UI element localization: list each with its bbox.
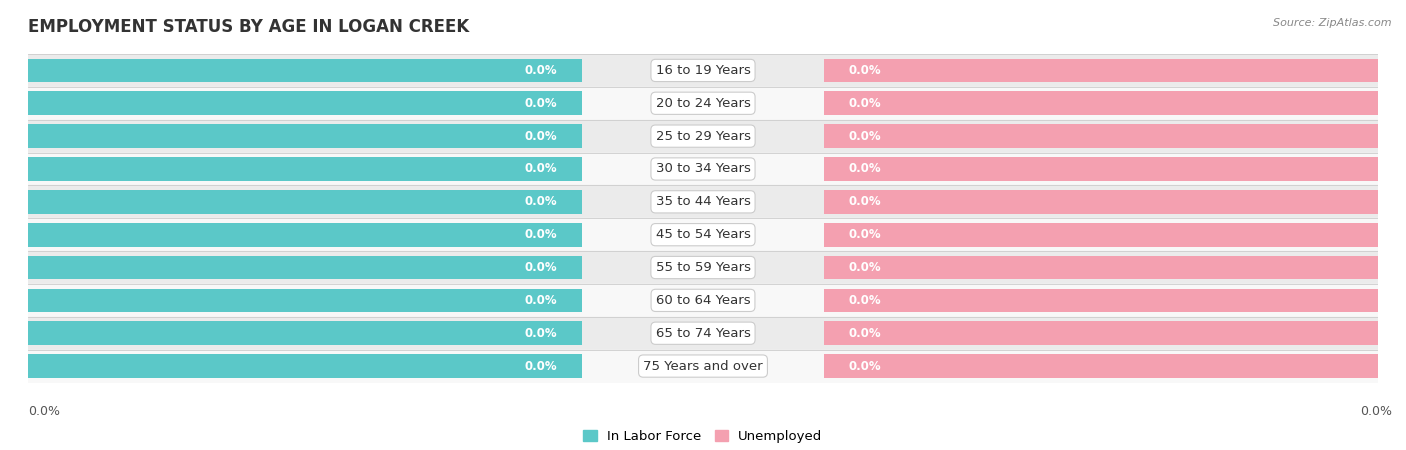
Text: 0.0%: 0.0%: [524, 162, 557, 176]
Bar: [824, 223, 1378, 247]
Bar: [824, 124, 1378, 148]
Bar: [28, 223, 582, 247]
Text: 0.0%: 0.0%: [524, 64, 557, 77]
Text: 0.0%: 0.0%: [524, 195, 557, 208]
Text: 0.0%: 0.0%: [849, 64, 882, 77]
Text: 0.0%: 0.0%: [849, 228, 882, 241]
Text: 0.0%: 0.0%: [524, 360, 557, 373]
Bar: [28, 190, 582, 214]
Text: 35 to 44 Years: 35 to 44 Years: [655, 195, 751, 208]
Text: 75 Years and over: 75 Years and over: [643, 360, 763, 373]
Bar: [824, 91, 1378, 115]
Bar: [28, 317, 1378, 350]
Text: 0.0%: 0.0%: [524, 228, 557, 241]
Text: 20 to 24 Years: 20 to 24 Years: [655, 97, 751, 110]
Bar: [28, 91, 582, 115]
Bar: [28, 288, 582, 312]
Bar: [28, 153, 1378, 185]
Text: 0.0%: 0.0%: [524, 97, 557, 110]
Bar: [28, 218, 1378, 251]
Text: 55 to 59 Years: 55 to 59 Years: [655, 261, 751, 274]
Bar: [28, 256, 582, 279]
Legend: In Labor Force, Unemployed: In Labor Force, Unemployed: [578, 425, 828, 448]
Bar: [28, 350, 1378, 382]
Text: 0.0%: 0.0%: [1360, 405, 1392, 418]
Text: 0.0%: 0.0%: [524, 327, 557, 340]
Text: 16 to 19 Years: 16 to 19 Years: [655, 64, 751, 77]
Text: 60 to 64 Years: 60 to 64 Years: [655, 294, 751, 307]
Bar: [28, 321, 582, 345]
Bar: [28, 157, 582, 181]
Bar: [824, 354, 1378, 378]
Text: Source: ZipAtlas.com: Source: ZipAtlas.com: [1274, 18, 1392, 28]
Text: 0.0%: 0.0%: [524, 294, 557, 307]
Bar: [824, 321, 1378, 345]
Bar: [28, 251, 1378, 284]
Bar: [28, 284, 1378, 317]
Bar: [28, 87, 1378, 120]
Text: 0.0%: 0.0%: [849, 261, 882, 274]
Bar: [824, 256, 1378, 279]
Bar: [28, 120, 1378, 153]
Bar: [824, 288, 1378, 312]
Text: 0.0%: 0.0%: [28, 405, 60, 418]
Text: 0.0%: 0.0%: [849, 195, 882, 208]
Bar: [824, 157, 1378, 181]
Text: EMPLOYMENT STATUS BY AGE IN LOGAN CREEK: EMPLOYMENT STATUS BY AGE IN LOGAN CREEK: [28, 18, 470, 36]
Text: 0.0%: 0.0%: [849, 97, 882, 110]
Bar: [824, 58, 1378, 82]
Text: 0.0%: 0.0%: [849, 130, 882, 143]
Text: 25 to 29 Years: 25 to 29 Years: [655, 130, 751, 143]
Text: 30 to 34 Years: 30 to 34 Years: [655, 162, 751, 176]
Text: 0.0%: 0.0%: [849, 294, 882, 307]
Text: 0.0%: 0.0%: [849, 327, 882, 340]
Text: 45 to 54 Years: 45 to 54 Years: [655, 228, 751, 241]
Bar: [28, 354, 582, 378]
Text: 0.0%: 0.0%: [849, 162, 882, 176]
Bar: [28, 54, 1378, 87]
Bar: [28, 124, 582, 148]
Text: 0.0%: 0.0%: [524, 130, 557, 143]
Text: 65 to 74 Years: 65 to 74 Years: [655, 327, 751, 340]
Text: 0.0%: 0.0%: [849, 360, 882, 373]
Bar: [28, 58, 582, 82]
Bar: [28, 185, 1378, 218]
Text: 0.0%: 0.0%: [524, 261, 557, 274]
Bar: [824, 190, 1378, 214]
